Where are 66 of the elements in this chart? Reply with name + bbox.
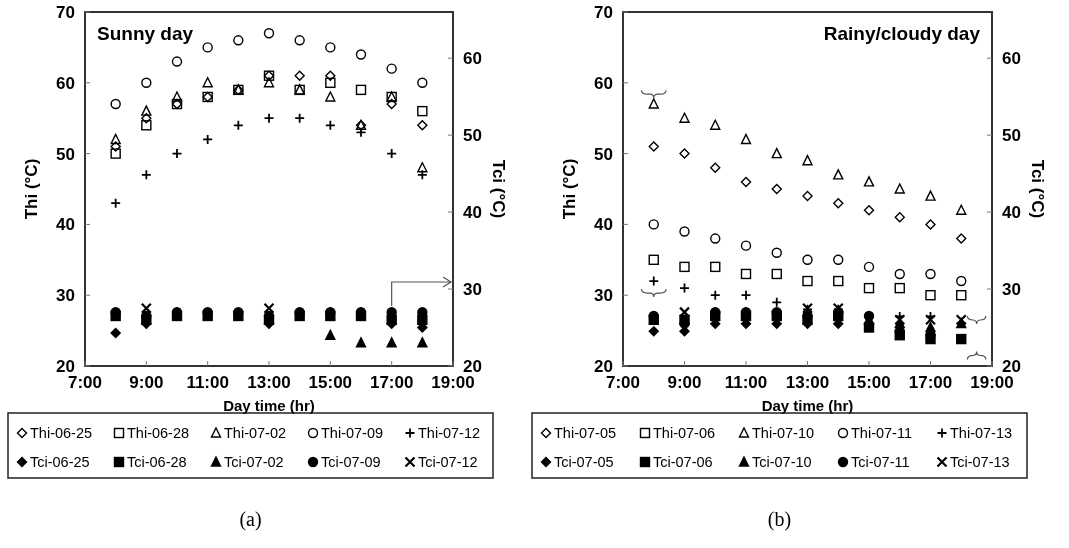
y2-tick-label: 40 — [1002, 203, 1021, 223]
y-tick-label: 20 — [56, 357, 75, 376]
x-tick-label: 9:00 — [667, 373, 702, 392]
legend-label: Thi-06-25 — [30, 425, 93, 441]
y-tick-label: 40 — [56, 215, 75, 235]
y-tick-label: 20 — [594, 357, 613, 376]
y2-tick-label: 20 — [463, 357, 482, 376]
x-tick-label: 11:00 — [724, 373, 768, 392]
y-tick-label: 70 — [56, 3, 75, 22]
legend-label: Tci-07-09 — [321, 454, 381, 470]
y-tick-label: 70 — [594, 3, 613, 22]
legend-label: Thi-07-12 — [418, 425, 481, 441]
x-tick-label: 19:00 — [970, 373, 1014, 392]
x-tick-label: 11:00 — [186, 373, 229, 392]
legend-label: Thi-07-13 — [950, 425, 1013, 441]
legend-label: Thi-07-06 — [653, 425, 716, 441]
y2-tick-label: 50 — [1002, 126, 1021, 146]
y-tick-label: 30 — [56, 286, 75, 306]
legend-label: Thi-07-05 — [554, 425, 617, 441]
y2-tick-label: 20 — [1002, 357, 1021, 376]
text: Sunny day — [97, 23, 194, 44]
y-tick-label: 40 — [594, 215, 613, 235]
x-tick-label: 13:00 — [247, 373, 291, 392]
legend-label: Tci-07-13 — [950, 454, 1010, 470]
x-tick-label: 17:00 — [369, 373, 414, 392]
x-tick-label: 7:00 — [605, 373, 641, 392]
y2-tick-label: 30 — [463, 280, 482, 300]
y2-tick-label: 60 — [1002, 49, 1021, 69]
x-axis-title: Day time (hr) — [761, 397, 854, 414]
legend-label: Tci-06-28 — [127, 454, 187, 470]
x-tick-label: 15:00 — [847, 373, 891, 392]
x-tick-label: 9:00 — [129, 373, 164, 392]
text: Rainy/cloudy day — [823, 23, 981, 44]
x-axis-title: Day time (hr) — [223, 397, 315, 414]
legend-label: Tci-07-12 — [418, 454, 478, 470]
y2-tick-label: 40 — [463, 203, 482, 223]
x-tick-label: 17:00 — [908, 373, 953, 392]
x-tick-label: 7:00 — [67, 373, 103, 392]
legend-label: Thi-07-09 — [321, 425, 384, 441]
legend-label: Tci-07-02 — [224, 454, 284, 470]
x-tick-label: 15:00 — [308, 373, 353, 392]
y-tick-label: 30 — [594, 286, 613, 306]
y-tick-label: 50 — [594, 144, 613, 164]
legend-label: Thi-07-02 — [224, 425, 287, 441]
y-tick-label: 50 — [56, 144, 75, 164]
legend-label: Thi-07-10 — [752, 425, 815, 441]
x-tick-label: 19:00 — [431, 373, 475, 392]
y-axis-title: Thi (°C) — [22, 158, 41, 220]
y2-tick-label: 30 — [1002, 280, 1021, 300]
y-axis-title: Thi (°C) — [560, 158, 579, 220]
legend-label: Thi-06-28 — [127, 425, 190, 441]
legend-label: Tci-07-05 — [554, 454, 614, 470]
y-tick-label: 60 — [594, 73, 613, 93]
text: (a) — [239, 508, 262, 531]
legend-label: Thi-07-11 — [851, 425, 912, 441]
y2-axis-title: Tci (°C) — [1028, 159, 1047, 219]
y-tick-label: 60 — [56, 73, 75, 93]
y2-axis-title: Tci (°C) — [489, 159, 508, 219]
x-tick-label: 13:00 — [785, 373, 830, 392]
y2-tick-label: 60 — [463, 49, 482, 69]
legend-label: Tci-06-25 — [30, 454, 90, 470]
legend-label: Tci-07-11 — [851, 454, 910, 470]
text: (b) — [767, 508, 792, 531]
legend-label: Tci-07-10 — [752, 454, 812, 470]
y2-tick-label: 50 — [463, 126, 482, 146]
legend-label: Tci-07-06 — [653, 454, 713, 470]
